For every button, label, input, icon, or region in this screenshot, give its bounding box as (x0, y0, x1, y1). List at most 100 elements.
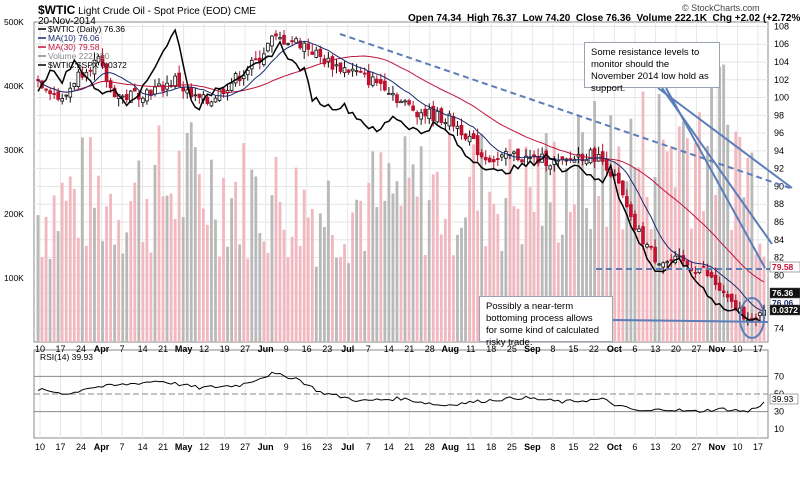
candle-body (645, 244, 649, 248)
candle-body (399, 101, 403, 104)
price-tick-label: 106 (774, 39, 789, 49)
rsi-x-tick-label: Jul (341, 442, 354, 452)
candle-body (387, 92, 391, 95)
volume-bar (359, 200, 363, 342)
volume-bar (508, 139, 512, 342)
candle-body (548, 165, 553, 170)
arrow-line (665, 87, 766, 269)
volume-bar (351, 212, 355, 342)
volume-bar (149, 252, 153, 342)
x-tick-label: 23 (322, 344, 332, 354)
rsi-x-tick-label: Apr (94, 442, 110, 452)
volume-bar (625, 181, 629, 342)
candle-body (294, 38, 298, 44)
candle-body (657, 263, 661, 266)
volume-bar (738, 136, 742, 342)
volume-bar (589, 229, 592, 342)
volume-bar (238, 244, 242, 342)
candle-body (725, 294, 730, 298)
volume-bar (302, 189, 306, 342)
volume-bar (431, 174, 435, 342)
x-tick-label: 9 (284, 344, 289, 354)
volume-label: Volume (636, 13, 672, 24)
x-tick-label: 21 (404, 344, 414, 354)
price-tick-label: 74 (774, 324, 784, 334)
volume-bar (593, 101, 597, 342)
volume-bar (694, 142, 697, 342)
volume-tick-label: 200K (4, 209, 24, 219)
candle-body (729, 293, 734, 302)
volume-bar (347, 263, 350, 342)
volume-bar (226, 246, 229, 342)
rsi-x-tick-label: Aug (442, 442, 460, 452)
candle-body (100, 54, 105, 67)
candle-body (487, 157, 492, 163)
candle-body (346, 69, 351, 73)
candle-body (229, 82, 234, 91)
volume-bar (548, 202, 552, 342)
volume-bar (730, 230, 734, 342)
rsi-x-tick-label: 17 (753, 442, 763, 452)
volume-bar (476, 210, 480, 342)
x-tick-label: 14 (384, 344, 394, 354)
volume-bar (677, 126, 681, 342)
volume-bar (633, 167, 637, 342)
price-tick-label: 82 (774, 253, 784, 263)
volume-bar (617, 146, 621, 342)
volume-bar (36, 215, 40, 342)
volume-bar (649, 229, 653, 342)
candle-body (326, 57, 331, 63)
x-tick-label: Jun (258, 344, 274, 354)
rsi-x-tick-label: 8 (550, 442, 555, 452)
x-tick-label: 19 (220, 344, 230, 354)
rsi-x-tick-label: 10 (35, 442, 45, 452)
candle-body (197, 93, 202, 98)
volume-bar (722, 64, 726, 342)
volume-bar (230, 198, 234, 342)
volume-bar (702, 211, 705, 342)
rsi-x-tick-label: 21 (158, 442, 168, 452)
candle-body (52, 93, 56, 95)
candle-body (56, 91, 60, 100)
symbol: $WTIC (38, 3, 76, 17)
volume-bar (181, 217, 185, 342)
candle-body (338, 62, 343, 72)
candle-body (141, 97, 145, 103)
candle-body (358, 70, 363, 73)
candle-body (64, 94, 69, 97)
candle-body (330, 56, 335, 70)
volume-bar (472, 144, 476, 342)
rsi-tick-label: 30 (774, 407, 784, 417)
volume-bar (153, 164, 157, 342)
volume-bar (427, 200, 431, 342)
candle-body (362, 72, 367, 75)
candle-body (354, 70, 359, 73)
x-tick-label: 18 (486, 344, 496, 354)
candle-body (342, 67, 347, 74)
volume-bar (512, 206, 516, 342)
volume-bar (439, 234, 443, 342)
volume-bar (435, 171, 439, 342)
x-tick-label: 24 (76, 344, 86, 354)
candle-body (701, 265, 706, 268)
ma30-line (37, 55, 765, 283)
close-value: 76.36 (605, 13, 631, 24)
volume-bar (339, 257, 342, 342)
x-tick-label: 11 (466, 344, 475, 354)
candle-body (685, 260, 690, 266)
candle-body (88, 69, 93, 72)
volume-bar (113, 244, 117, 342)
candle-body (177, 72, 181, 87)
volume-bar (109, 193, 113, 342)
legend-label: $WTIC (Daily) 76.36 (48, 24, 125, 34)
candle-body (48, 90, 52, 95)
volume-bar (552, 141, 556, 342)
volume-bar (274, 156, 278, 342)
chg-label: Chg (712, 13, 732, 24)
candle-body (463, 133, 468, 140)
volume-bar (480, 133, 484, 342)
candle-body (108, 80, 113, 89)
open-value: 74.34 (436, 13, 462, 24)
volume-bar (60, 182, 64, 342)
